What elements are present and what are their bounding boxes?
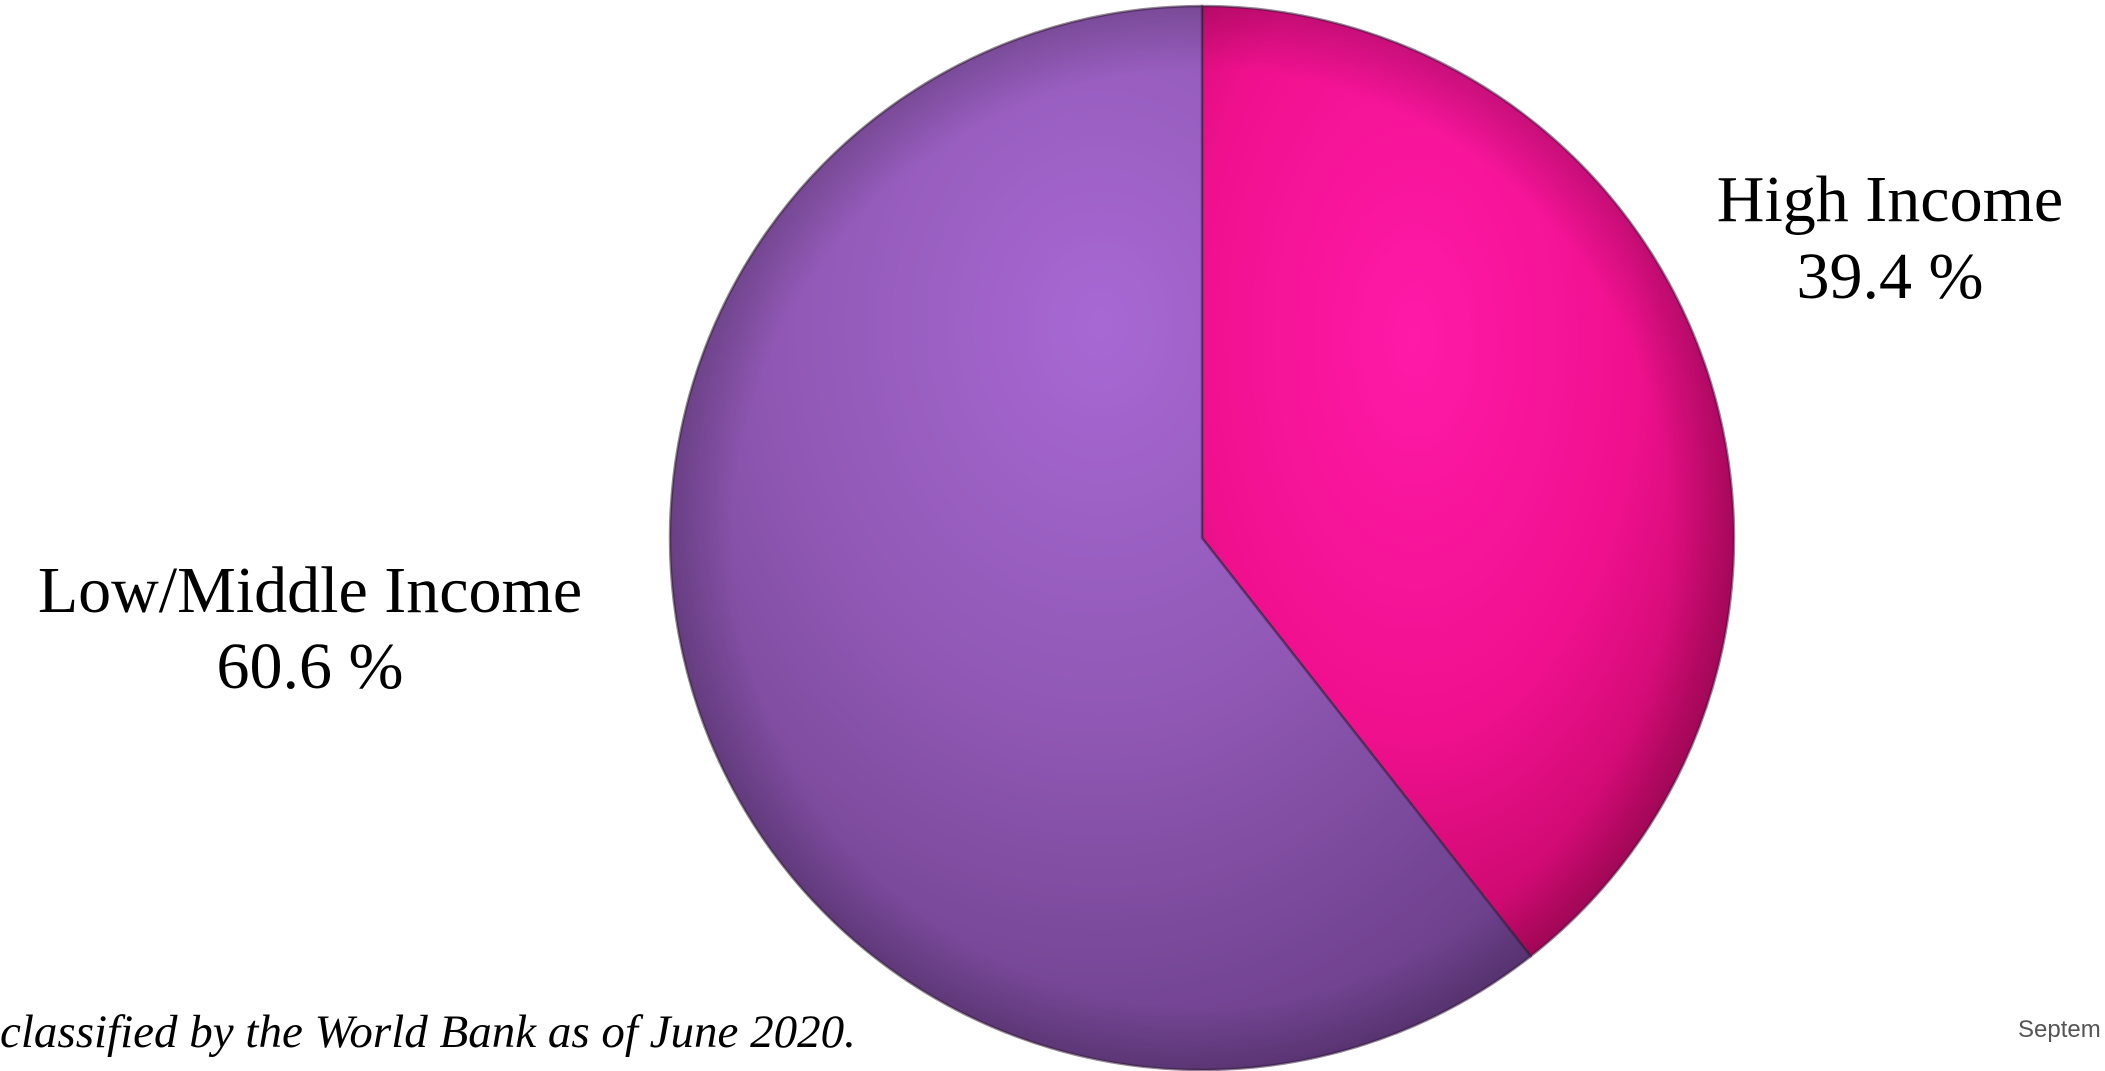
pie-slices: [668, 4, 1736, 1071]
footnote: classified by the World Bank as of June …: [0, 1006, 856, 1058]
slice-value-high-income: 39.4 %: [1797, 240, 1984, 313]
date-fragment: Septem: [2018, 1016, 2101, 1043]
slice-label-low-middle-income: Low/Middle Income: [38, 554, 582, 627]
slice-value-low-middle-income: 60.6 %: [217, 630, 404, 703]
slice-label-high-income: High Income: [1717, 163, 2063, 236]
